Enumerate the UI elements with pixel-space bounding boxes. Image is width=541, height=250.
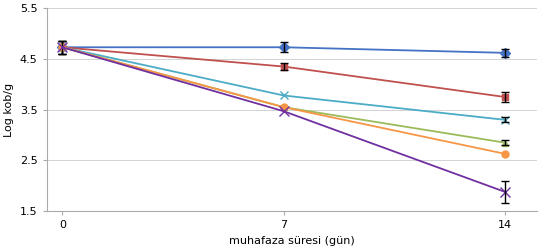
X-axis label: muhafaza süresi (gün): muhafaza süresi (gün): [229, 236, 354, 246]
Y-axis label: Log kob/g: Log kob/g: [4, 83, 14, 137]
